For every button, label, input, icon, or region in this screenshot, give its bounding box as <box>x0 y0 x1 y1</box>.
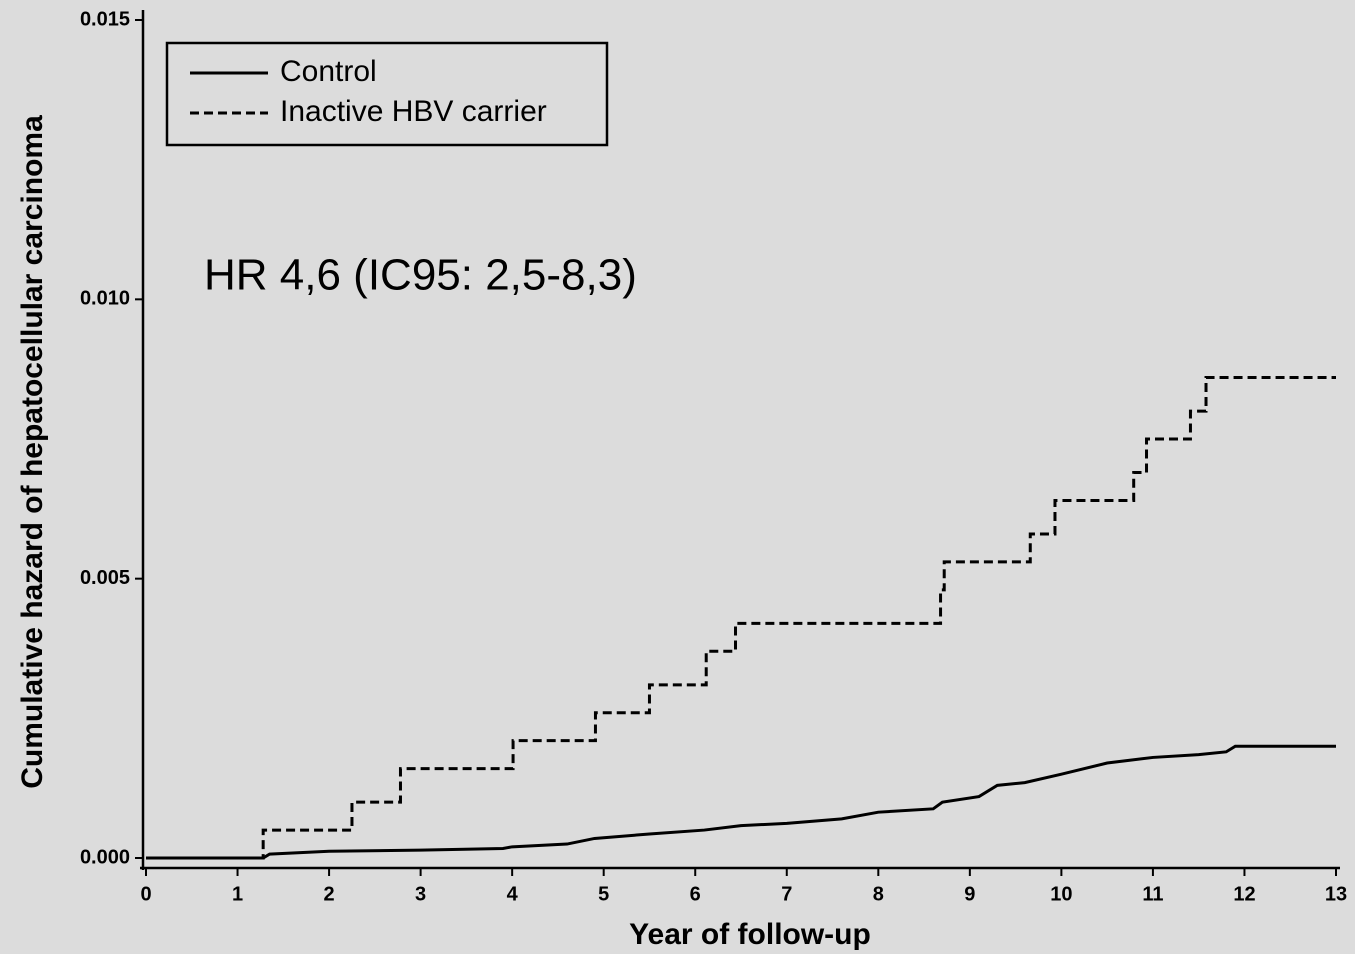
y-tick-label: 0.015 <box>80 8 130 30</box>
series-line <box>146 376 1336 860</box>
x-tick-label: 2 <box>324 883 335 905</box>
legend-label: Inactive HBV carrier <box>280 95 547 128</box>
x-tick-label: 11 <box>1142 883 1163 905</box>
annotation: HR 4,6 (IC95: 2,5-8,3) <box>204 251 637 300</box>
x-tick-label: 3 <box>415 883 426 905</box>
y-axis-label: Cumulative hazard of hepatocellular carc… <box>16 115 49 789</box>
y-tick-label: 0.000 <box>80 846 130 868</box>
y-tick-label: 0.005 <box>80 567 130 589</box>
x-tick-label: 7 <box>781 883 792 905</box>
x-tick-label: 12 <box>1233 883 1255 905</box>
x-tick-label: 1 <box>232 883 243 905</box>
x-tick-label: 9 <box>964 883 975 905</box>
x-tick-label: 6 <box>690 883 701 905</box>
x-tick-label: 0 <box>140 883 151 905</box>
legend-box <box>165 41 609 147</box>
x-tick-label: 13 <box>1325 883 1347 905</box>
x-tick-label: 8 <box>873 883 884 905</box>
x-tick-label: 4 <box>507 883 519 905</box>
series-line <box>146 744 1336 860</box>
y-tick-label: 0.010 <box>80 288 130 310</box>
x-axis-label: Year of follow-up <box>629 918 871 951</box>
x-tick-label: 5 <box>598 883 609 905</box>
legend-label: Control <box>280 55 377 88</box>
x-tick-label: 10 <box>1050 883 1072 905</box>
